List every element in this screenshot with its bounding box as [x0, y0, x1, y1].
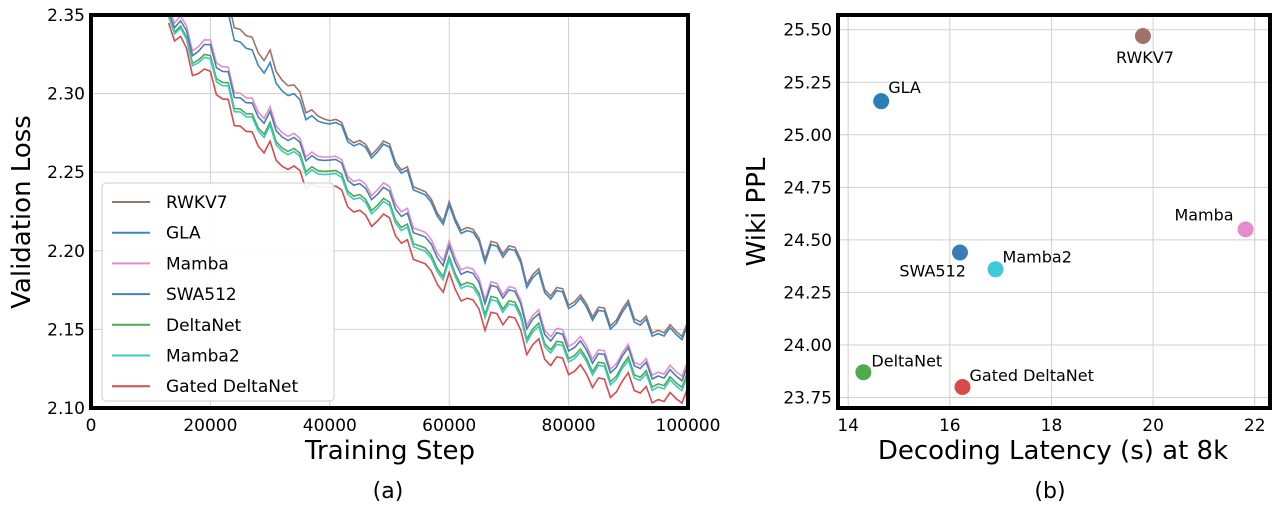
x-tick-label: 20000: [183, 416, 237, 436]
series-line-mamba2: [167, 16, 688, 392]
y-axis-label-a: Validation Loss: [7, 115, 37, 309]
point-label-deltanet: DeltaNet: [871, 351, 942, 370]
panel-a: 0 20000 40000 60000 80000 100000 2.10 2.15 2.20 2…: [7, 6, 721, 504]
point-label-gla: GLA: [888, 78, 921, 97]
panel-a-caption: (a): [373, 479, 404, 504]
legend-label-mamba: Mamba: [166, 254, 229, 274]
x-tick-label: 14: [837, 416, 859, 436]
y-tick-label: 2.30: [47, 85, 85, 105]
x-tick-label: 80000: [542, 416, 596, 436]
x-tick-label: 18: [1041, 416, 1063, 436]
legend-label-gated-deltanet: Gated DeltaNet: [166, 377, 298, 397]
point-mamba: [1237, 221, 1254, 238]
series-line-swa512: [168, 15, 688, 383]
y-tick-label: 25.00: [783, 126, 832, 146]
series-line-rwkv7: [230, 15, 688, 338]
panel-b-frame: [836, 13, 1272, 410]
x-tick-label: 20: [1142, 416, 1164, 436]
x-axis-label-b: Decoding Latency (s) at 8k: [878, 436, 1228, 466]
point-deltanet: [855, 364, 872, 381]
series-line-deltanet: [167, 15, 688, 389]
panel-b-caption: (b): [1034, 479, 1065, 504]
point-label-gated-deltanet: Gated DeltaNet: [970, 366, 1094, 385]
legend-label-swa512: SWA512: [166, 285, 237, 305]
series-line-gla: [227, 15, 688, 341]
y-tick-label: 2.25: [47, 163, 85, 183]
y-tick-label: 2.15: [47, 320, 85, 340]
point-rwkv7: [1134, 28, 1151, 45]
y-axis-label-b: Wiki PPL: [742, 157, 772, 266]
y-tick-label: 2.20: [47, 242, 85, 262]
y-tick-label: 24.75: [783, 178, 832, 198]
point-label-rwkv7: RWKV7: [1116, 48, 1174, 67]
legend-label-gla: GLA: [166, 224, 201, 244]
point-mamba2: [987, 261, 1004, 278]
panel-b: RWKV7 GLA Mamba SWA512 Mamba2 DeltaNet Gated D…: [742, 13, 1272, 504]
x-tick-label: 0: [86, 416, 97, 436]
x-axis-label-a: Training Step: [304, 436, 475, 466]
y-tick-label: 2.35: [47, 6, 85, 26]
legend-a: RWKV7 GLA Mamba SWA512 DeltaNet Mamba2 Gated D…: [101, 182, 335, 402]
y-tick-label: 25.25: [783, 73, 832, 93]
point-label-mamba: Mamba: [1174, 205, 1233, 224]
y-tick-label: 24.00: [783, 336, 832, 356]
y-tick-label: 23.75: [783, 388, 832, 408]
series-line-gated-deltanet: [167, 22, 688, 405]
x-tick-label: 40000: [303, 416, 357, 436]
legend-label-rwkv7: RWKV7: [166, 193, 228, 213]
x-tick-label: 100000: [656, 416, 721, 436]
x-tick-label: 16: [939, 416, 961, 436]
x-tick-label: 60000: [422, 416, 476, 436]
y-tick-label: 24.25: [783, 283, 832, 303]
legend-label-deltanet: DeltaNet: [166, 316, 242, 336]
point-gla: [873, 93, 890, 110]
point-label-swa512: SWA512: [899, 261, 966, 280]
y-tick-label: 24.50: [783, 231, 832, 251]
point-swa512: [951, 244, 968, 261]
point-gated-deltanet: [954, 378, 971, 395]
series-line-mamba: [170, 15, 688, 378]
y-tick-label: 25.50: [783, 21, 832, 41]
panel-a-frame: [89, 13, 690, 410]
y-tick-label: 2.10: [47, 399, 85, 419]
legend-label-mamba2: Mamba2: [166, 347, 240, 367]
legend-a-frame: [101, 182, 335, 402]
point-label-mamba2: Mamba2: [1003, 247, 1072, 266]
x-tick-label: 22: [1244, 416, 1266, 436]
